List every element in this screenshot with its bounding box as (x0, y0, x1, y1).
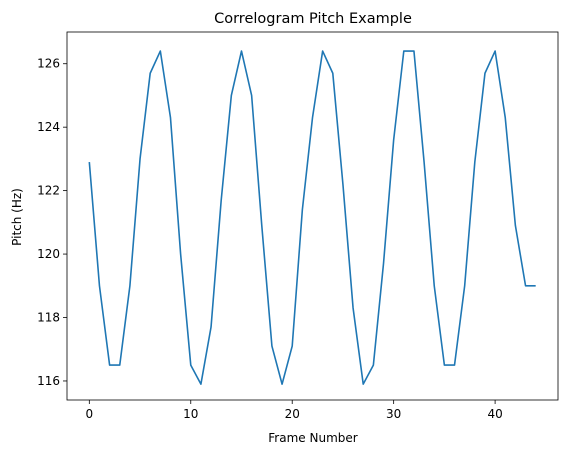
x-axis-ticks: 0 10 20 30 40 (85, 400, 503, 421)
y-axis-label: Pitch (Hz) (10, 188, 24, 246)
y-tick-label: 120 (37, 247, 60, 261)
x-tick-label: 10 (183, 407, 198, 421)
chart-title: Correlogram Pitch Example (214, 11, 412, 27)
x-tick-label: 30 (386, 407, 401, 421)
y-tick-label: 116 (37, 374, 60, 388)
x-tick-label: 0 (85, 407, 93, 421)
plot-area (88, 50, 536, 385)
y-tick-label: 126 (37, 57, 60, 71)
x-tick-label: 20 (285, 407, 300, 421)
x-tick-label: 40 (487, 407, 502, 421)
y-tick-label: 122 (37, 184, 60, 198)
y-tick-label: 118 (37, 311, 60, 325)
x-axis-label: Frame Number (268, 431, 357, 445)
series-line-0 (88, 50, 536, 385)
y-axis-ticks: 116 118 120 122 124 126 (37, 57, 67, 388)
y-tick-label: 124 (37, 120, 60, 134)
plot-frame (66, 31, 559, 401)
